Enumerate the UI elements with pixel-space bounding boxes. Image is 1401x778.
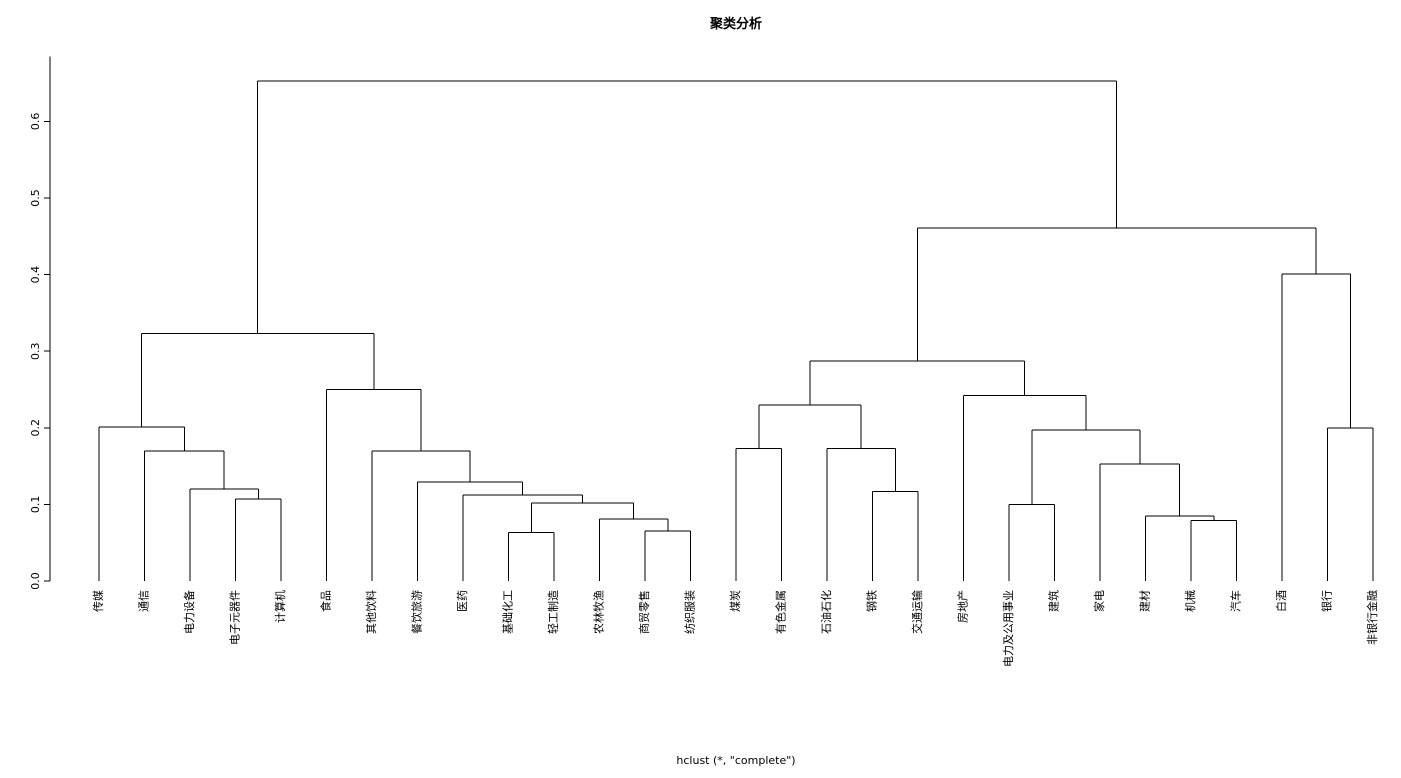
leaf-labels: 传媒 通信 电力设备 电子元器件 计算机 食品 其他饮料 餐饮旅游 医药 基础化工 轻工制造 农林牧渔… bbox=[92, 590, 1379, 667]
leaf-label: 钢铁 bbox=[866, 590, 879, 612]
leaf-label: 建材 bbox=[1138, 590, 1152, 612]
leaf-label: 轻工制造 bbox=[546, 590, 560, 634]
dendrogram-tree bbox=[98, 80, 1374, 581]
leaf-label: 纺织服装 bbox=[683, 590, 697, 634]
leaf-label: 电子元器件 bbox=[229, 590, 242, 645]
leaf-label: 食品 bbox=[319, 590, 333, 612]
leaf-label: 农林牧渔 bbox=[592, 590, 606, 634]
leaf-label: 非银行金融 bbox=[1365, 590, 1379, 645]
leaf-label: 白酒 bbox=[1274, 590, 1288, 612]
leaf-label: 建筑 bbox=[1047, 590, 1061, 612]
y-tick-label: 0.6 bbox=[29, 113, 42, 130]
leaf-label: 有色金属 bbox=[774, 590, 788, 634]
y-tick-label: 0.1 bbox=[29, 496, 42, 514]
leaf-label: 家电 bbox=[1092, 590, 1106, 612]
leaf-label: 其他饮料 bbox=[364, 590, 378, 634]
leaf-label: 通信 bbox=[138, 590, 151, 612]
leaf-label: 石油石化 bbox=[819, 590, 833, 634]
leaf-label: 煤炭 bbox=[729, 590, 742, 612]
y-tick-label: 0.3 bbox=[29, 342, 42, 360]
leaf-label: 计算机 bbox=[273, 590, 287, 623]
y-axis: 0.0 0.1 0.2 0.3 0.4 0.5 0.6 bbox=[29, 56, 51, 590]
chart-title: 聚类分析 bbox=[709, 16, 762, 32]
leaf-label: 餐饮旅游 bbox=[410, 590, 424, 634]
leaf-label: 电力设备 bbox=[182, 590, 196, 634]
leaf-label: 电力及公用事业 bbox=[1002, 590, 1015, 667]
leaf-label: 汽车 bbox=[1229, 590, 1243, 612]
y-tick-label: 0.4 bbox=[29, 266, 42, 284]
leaf-label: 商贸零售 bbox=[637, 590, 651, 634]
leaf-label: 机械 bbox=[1183, 590, 1197, 612]
leaf-label: 房地产 bbox=[956, 590, 970, 623]
leaf-label: 基础化工 bbox=[501, 590, 515, 634]
y-tick-label: 0.5 bbox=[29, 189, 42, 207]
y-tick-label: 0.0 bbox=[29, 572, 42, 590]
leaf-label: 医药 bbox=[456, 590, 469, 612]
leaf-label: 传媒 bbox=[92, 590, 105, 612]
chart-subtitle: hclust (*, "complete") bbox=[676, 754, 795, 767]
leaf-label: 银行 bbox=[1320, 590, 1334, 612]
y-tick-label: 0.2 bbox=[29, 419, 42, 437]
leaf-label: 交通运输 bbox=[910, 590, 924, 634]
